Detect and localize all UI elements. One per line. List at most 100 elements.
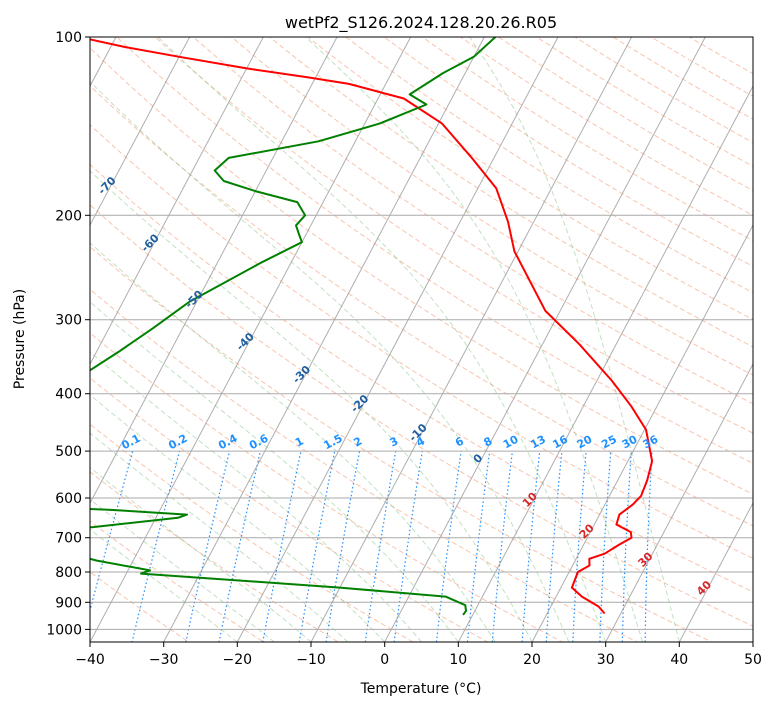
moist-adiabat	[90, 498, 275, 642]
mixing-ratio-label: 20	[575, 433, 595, 452]
dry-adiabat	[573, 37, 753, 144]
y-tick-label: 1000	[46, 622, 82, 638]
temperature-line	[90, 38, 654, 615]
moist-adiabat	[90, 394, 386, 642]
dry-adiabat	[90, 288, 639, 642]
isotherm	[531, 223, 753, 642]
mixing-ratio-label: 30	[620, 433, 640, 452]
mixing-ratio-line	[435, 451, 462, 642]
mixing-ratio-label: 13	[528, 433, 548, 452]
isotherm	[457, 85, 753, 642]
mixing-ratio-line	[90, 450, 134, 613]
mixing-ratio-label: 2	[351, 434, 364, 449]
isotherm	[90, 37, 191, 227]
dry-adiabat	[90, 245, 713, 642]
mixing-ratio-label: 1	[293, 434, 306, 449]
isotherm	[90, 37, 338, 505]
dry-adiabat	[497, 37, 753, 192]
x-tick-label: 0	[380, 652, 389, 668]
moist-adiabat	[90, 301, 459, 642]
isotherm	[163, 37, 485, 642]
background-lines	[90, 37, 753, 642]
isotherm	[90, 37, 264, 366]
mixing-ratio-line	[185, 450, 231, 642]
x-axis-ticks: −40 −30 −20 −10 0 10 20 30 40 50	[75, 642, 762, 668]
moist-adiabat	[90, 170, 533, 642]
mixing-ratio-line	[393, 451, 423, 642]
moist-adiabat	[90, 432, 349, 642]
y-axis-label: Pressure (hPa)	[12, 289, 28, 389]
dry-adiabat	[90, 163, 753, 593]
dry-adiabat	[688, 37, 753, 75]
dry-adiabat	[90, 571, 190, 642]
dewpoint-line	[90, 37, 497, 616]
moist-adiabat	[469, 37, 680, 642]
mixing-ratio-line	[325, 450, 361, 642]
y-axis-ticks: 100 200 300 400 500 600 700 800 900 1000	[46, 30, 90, 638]
y-tick-label: 800	[55, 565, 82, 581]
mixing-ratio-label: 8	[482, 434, 495, 449]
y-tick-label: 300	[55, 313, 82, 329]
dry-adiabat	[90, 204, 753, 627]
moist-adiabat	[305, 37, 643, 642]
chart-title: wetPf2_S126.2024.128.20.26.R05	[285, 13, 557, 33]
dry-adiabat	[421, 37, 753, 242]
mixing-ratio-line	[298, 450, 336, 642]
mixing-ratio-line	[545, 451, 563, 642]
dry-adiabat	[90, 124, 753, 559]
isotherm	[605, 362, 753, 642]
mixing-ratio-label: 6	[453, 434, 466, 449]
moist-adiabat	[90, 80, 570, 642]
mixing-ratio-line	[131, 450, 181, 642]
moist-adiabat	[90, 466, 312, 642]
y-tick-label: 600	[55, 491, 82, 507]
mixing-ratio-label: 36	[641, 433, 661, 452]
moist-adiabat	[157, 37, 607, 642]
x-tick-label: 40	[670, 652, 688, 668]
mixing-ratio-lines	[90, 450, 653, 642]
y-tick-label: 700	[55, 531, 82, 547]
x-tick-label: 20	[523, 652, 541, 668]
y-tick-label: 900	[55, 595, 82, 611]
isotherm	[310, 37, 633, 642]
x-tick-label: −30	[149, 652, 179, 668]
isotherm	[0, 10, 57, 654]
dry-adiabat-label: -80	[47, 127, 70, 150]
dry-adiabat	[90, 85, 753, 527]
dry-adiabat	[306, 37, 753, 321]
mixing-ratio-line	[521, 451, 541, 642]
dry-adiabat	[90, 423, 414, 642]
mixing-ratio-label: 3	[388, 434, 401, 449]
mixing-ratio-line	[491, 451, 513, 642]
isotherm	[384, 37, 706, 642]
x-tick-label: −40	[75, 652, 105, 668]
y-tick-label: 500	[55, 444, 82, 460]
mixing-ratio-label: 0.4	[216, 432, 240, 453]
dry-adiabat-label: 0	[471, 451, 486, 466]
y-tick-label: 100	[55, 30, 82, 46]
x-tick-label: 10	[449, 652, 467, 668]
dry-adiabat	[535, 37, 753, 167]
plot-area: 0.10.20.40.611.52346810131620253036-100-…	[0, 10, 753, 654]
mixing-ratio-label: 16	[550, 433, 570, 452]
isotherm-lines	[0, 10, 753, 654]
x-axis-label: Temperature (°C)	[360, 681, 482, 697]
mixing-ratio-label: 10	[501, 433, 521, 452]
mixing-ratio-label: 0.2	[166, 432, 189, 453]
y-tick-label: 200	[55, 208, 82, 224]
moist-adiabat	[90, 528, 238, 642]
dry-adiabat	[154, 37, 753, 434]
mixing-ratio-line	[218, 450, 261, 642]
x-tick-label: 30	[597, 652, 615, 668]
mixing-ratio-line	[621, 451, 632, 642]
dry-adiabat	[90, 471, 340, 642]
x-tick-label: 50	[744, 652, 762, 668]
isobar-lines	[90, 37, 753, 630]
y-tick-label: 400	[55, 387, 82, 403]
mixing-ratio-label: 0.6	[247, 432, 271, 453]
dry-adiabat	[345, 37, 753, 294]
dry-adiabat	[383, 37, 753, 267]
dry-adiabat	[116, 37, 753, 464]
mixing-ratio-label: 25	[599, 433, 619, 452]
